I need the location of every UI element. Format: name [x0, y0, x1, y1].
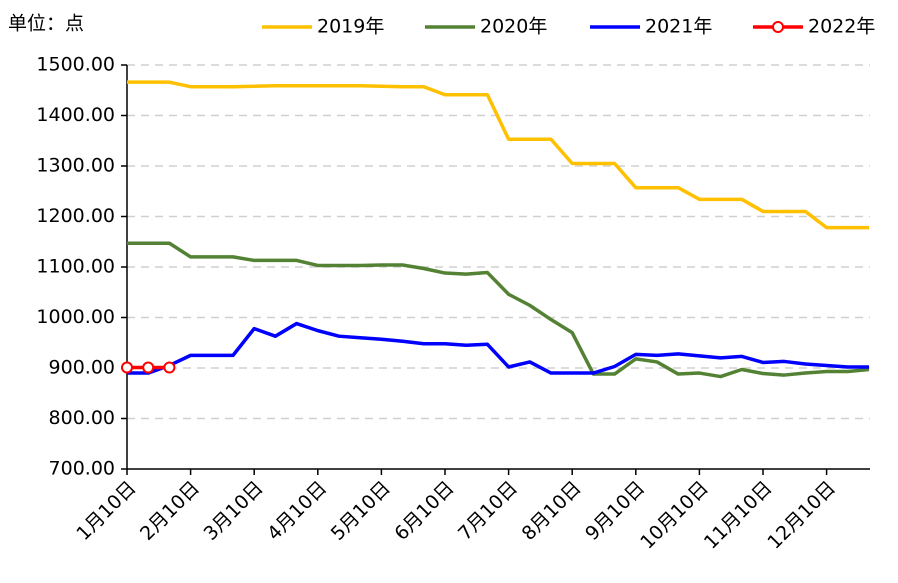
unit-annotation: 单位：点 — [8, 13, 84, 35]
y-tick-label: 1400.00 — [36, 104, 115, 126]
x-tick-label: 7月10日 — [454, 477, 522, 545]
x-tick-label: 12月10日 — [763, 477, 840, 554]
y-tick-label: 1000.00 — [36, 306, 115, 328]
series-line — [127, 241, 870, 379]
y-tick-label: 800.00 — [49, 407, 115, 429]
x-tick-label: 3月10日 — [200, 477, 268, 545]
legend-label: 2021年 — [645, 16, 712, 38]
x-tick-label: 11月10日 — [700, 477, 777, 554]
data-point — [121, 361, 133, 374]
data-point — [163, 361, 176, 374]
y-tick-label: 1100.00 — [36, 256, 115, 278]
series-line — [127, 321, 869, 375]
x-tick-label: 4月10日 — [263, 477, 331, 545]
x-tick-label: 10月10日 — [636, 477, 713, 554]
y-tick-label: 900.00 — [49, 357, 115, 379]
x-tick-label: 6月10日 — [390, 477, 458, 545]
y-tick-label: 700.00 — [49, 458, 115, 480]
legend-marker — [772, 21, 784, 33]
legend-label: 2019年 — [317, 16, 384, 38]
x-tick-label: 8月10日 — [518, 477, 586, 545]
data-point — [142, 361, 155, 374]
x-tick-label: 2月10日 — [136, 477, 204, 545]
series-line — [127, 80, 869, 230]
y-tick-label: 1500.00 — [36, 54, 115, 76]
legend-label: 2020年 — [480, 16, 547, 38]
y-tick-label: 1200.00 — [36, 205, 115, 227]
legend-label: 2022年 — [808, 16, 875, 38]
y-tick-label: 1300.00 — [36, 155, 115, 177]
x-tick-label: 1月10日 — [72, 477, 140, 545]
x-tick-label: 5月10日 — [327, 477, 395, 545]
